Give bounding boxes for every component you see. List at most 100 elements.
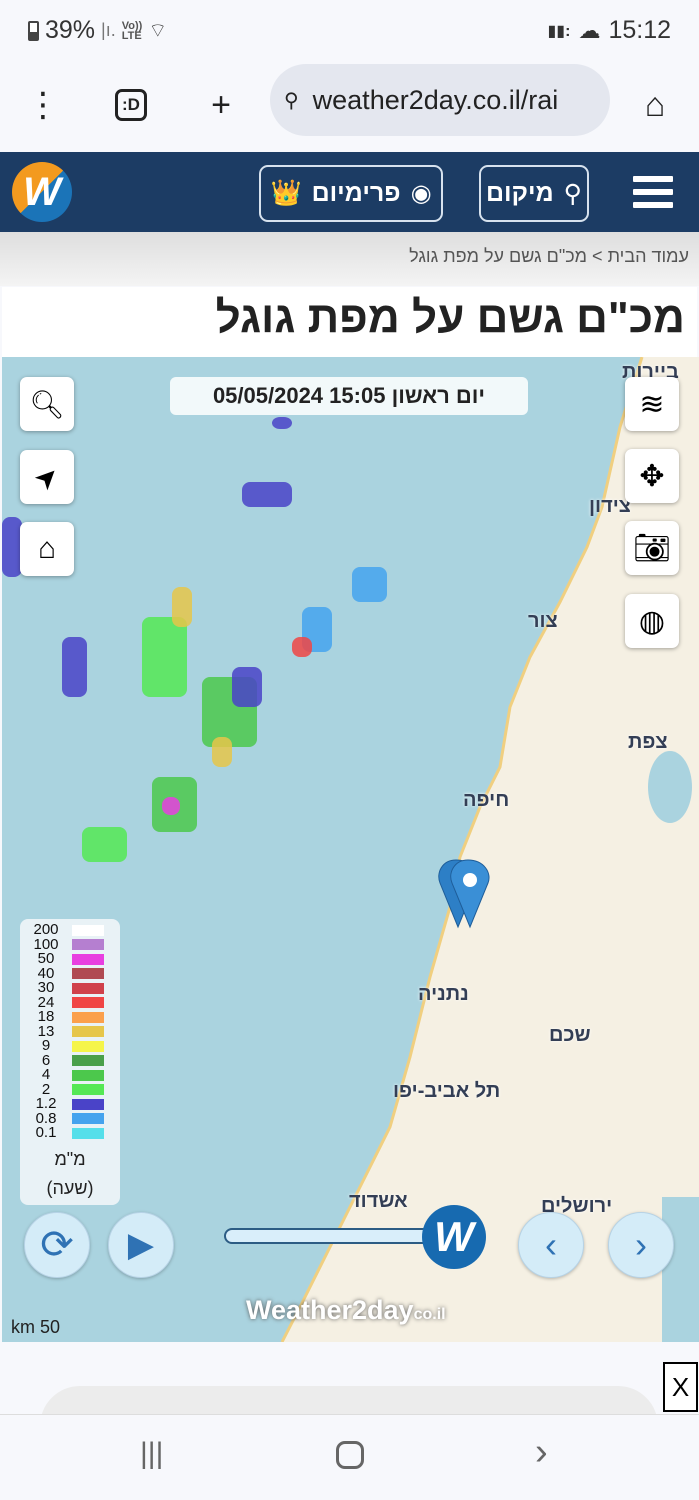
site-settings-icon[interactable]: ⚲ [284,89,299,112]
home-view-button[interactable]: ⌂ [20,522,74,576]
city-label: נתניה [418,983,469,1005]
play-button[interactable]: ▶ [108,1212,174,1278]
back-icon[interactable]: › [535,1431,548,1473]
cloud-check-icon: ☁ [578,17,601,43]
refresh-icon: ⟳ [40,1223,74,1267]
rain-cell [272,417,292,429]
crown-icon: 👑 [270,179,302,207]
site-header: W ◉ פרימיום 👑 ⚲ מיקום [0,152,699,232]
radar-map[interactable]: ביירות צידון צור צפת חיפה נתניה שכם תל א… [2,357,699,1342]
location-button[interactable]: ⚲ מיקום [479,165,589,222]
legend-item: 4 [20,1067,120,1083]
search-button[interactable]: 🔍︎ [20,377,74,431]
measure-button[interactable]: ◍ [625,594,679,648]
premium-button[interactable]: ◉ פרימיום 👑 [259,165,443,222]
site-logo[interactable]: W [12,162,72,222]
legend-item: 0.8 [20,1111,120,1127]
rain-cell [242,482,292,507]
page-title: מכ"ם גשם על מפת גוגל [2,287,697,357]
radar-timestamp: יום ראשון 15:05 05/05/2024 [170,377,528,415]
status-bar: 39% |ı. Vo)) LTE ⌔ ▮▮: ☁ 15:12 [0,0,699,60]
tabs-button[interactable]: :D [106,80,156,130]
rain-cell [2,517,22,577]
rain-cell [162,797,180,815]
menu-dots-icon[interactable]: ⋮ [26,86,60,124]
legend-swatch [72,997,104,1009]
dead-sea [662,1197,699,1342]
breadcrumb-home[interactable]: עמוד הבית [607,246,689,266]
location-pin-icon[interactable] [434,855,494,935]
city-label: שכם [549,1024,591,1046]
screenshot-button[interactable]: 📷︎ [625,521,679,575]
legend-swatch [72,1011,104,1023]
legend-swatch [72,953,104,965]
time-slider-thumb[interactable]: W [422,1205,486,1269]
legend-item: 9 [20,1038,120,1054]
legend-item: 100 [20,937,120,953]
search-icon: 🔍︎ [29,388,65,420]
rain-cell [82,827,127,862]
home-icon[interactable]: ⌂ [644,85,666,124]
wifi-icon: ⌔ [148,20,168,42]
next-frame-button[interactable]: › [608,1212,674,1278]
fullscreen-button[interactable]: ✥ [625,449,679,503]
city-label: צפת [628,731,668,753]
legend-item: 1.2 [20,1096,120,1112]
navigation-arrow-icon: ➤ [27,457,67,497]
notification-icon: ▮▮: [547,22,571,40]
clock: 15:12 [608,16,671,44]
legend-swatch [72,1084,104,1096]
close-ad-button[interactable]: X [663,1362,698,1412]
legend-item: 24 [20,995,120,1011]
battery-level: 39% [45,16,96,44]
rain-cell [212,737,232,767]
legend-swatch [72,939,104,951]
legend-swatch [72,1026,104,1038]
rain-cell [352,567,387,602]
sea-of-galilee [648,751,692,823]
city-label: אשדוד [349,1190,408,1212]
home-button-icon[interactable] [336,1441,364,1469]
rain-legend: 200 100 50 40 30 24 18 13 9 6 4 2 1.2 0.8 0.1 מ"מ (שעה… [20,919,120,1205]
legend-item: 40 [20,966,120,982]
expand-arrows-icon: ✥ [639,459,665,493]
my-location-button[interactable]: ➤ [20,450,74,504]
hamburger-menu-icon[interactable] [633,176,673,215]
watermark: Weather2dayco.il [246,1295,446,1325]
rain-cell [62,637,87,697]
breadcrumb: עמוד הבית > מכ"ם גשם על מפת גוגל [0,232,699,286]
previous-frame-button[interactable]: ‹ [518,1212,584,1278]
legend-item: 50 [20,951,120,967]
camera-icon: 📷︎ [632,531,672,565]
signal-icon: |ı. [101,20,116,40]
legend-swatch [72,1040,104,1052]
refresh-button[interactable]: ⟳ [24,1212,90,1278]
user-icon: ◉ [410,180,432,207]
chevron-left-icon: ‹ [545,1224,557,1265]
legend-item: 200 [20,922,120,938]
land [282,357,699,1342]
legend-swatch [72,982,104,994]
map-base [2,357,699,1342]
house-icon: ⌂ [37,532,57,565]
layers-button[interactable]: ≋ [625,377,679,431]
protractor-icon: ◍ [638,604,666,638]
city-label: צור [528,610,558,632]
legend-item: 2 [20,1082,120,1098]
rain-cell [142,617,187,697]
new-tab-icon[interactable]: + [211,85,231,124]
rain-cell [292,637,312,657]
legend-period: (שעה) [46,1177,94,1198]
volte-icon: Vo)) LTE [121,19,143,42]
legend-swatch [72,1098,104,1110]
recent-apps-icon[interactable]: ||| [140,1437,164,1470]
city-label: חיפה [463,789,510,811]
legend-unit: מ"מ [54,1148,86,1169]
legend-item: 18 [20,1009,120,1025]
legend-item: 0.1 [20,1125,120,1141]
city-label: צידון [589,495,631,517]
url-bar[interactable]: ⚲ weather2day.co.il/rai [270,64,610,136]
url-text[interactable]: weather2day.co.il/rai [312,84,559,115]
browser-toolbar: ⋮ :D + ⚲ weather2day.co.il/rai ⌂ [0,60,699,152]
legend-swatch [72,1127,104,1139]
